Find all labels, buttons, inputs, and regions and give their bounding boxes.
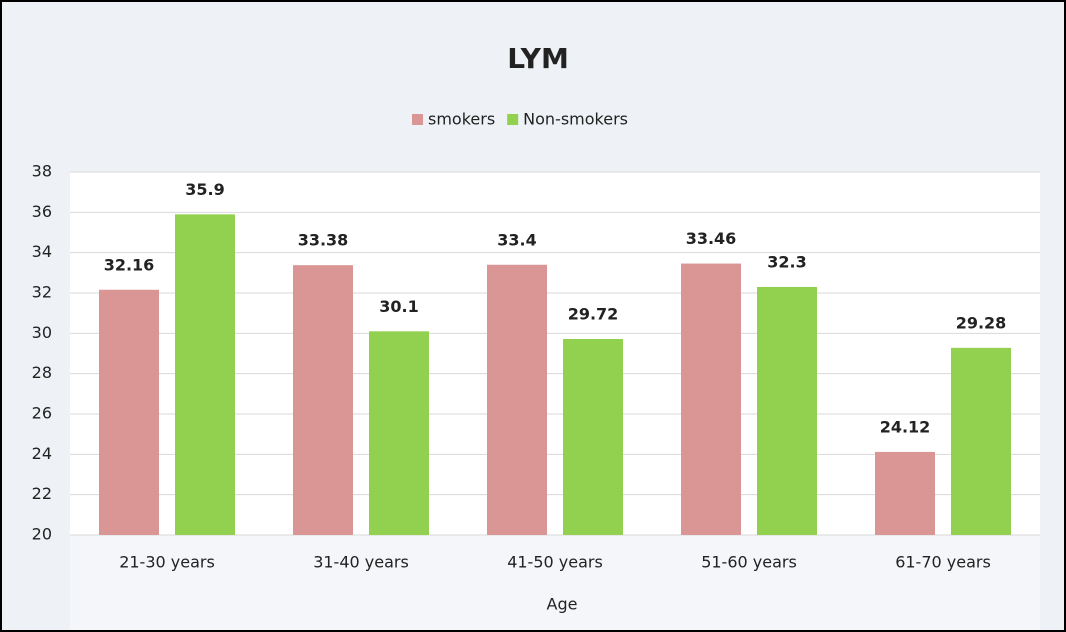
bar xyxy=(175,214,235,535)
data-label: 32.3 xyxy=(767,252,806,271)
data-label: 33.38 xyxy=(298,231,349,250)
bar xyxy=(293,265,353,535)
legend-label: Non-smokers xyxy=(523,110,628,129)
y-tick-label: 22 xyxy=(32,484,52,503)
y-tick-label: 30 xyxy=(32,323,52,342)
bar xyxy=(951,347,1011,535)
bar xyxy=(875,451,935,535)
x-tick-label: 41-50 years xyxy=(507,553,603,572)
x-tick-label: 61-70 years xyxy=(895,553,991,572)
y-tick-label: 28 xyxy=(32,363,52,382)
data-label: 29.72 xyxy=(568,304,619,323)
data-label: 29.28 xyxy=(956,313,1007,332)
y-tick-label: 38 xyxy=(32,162,52,181)
bar xyxy=(563,338,623,535)
data-label: 32.16 xyxy=(104,255,155,274)
bar xyxy=(681,263,741,535)
legend-swatch xyxy=(412,114,423,125)
x-tick-label: 21-30 years xyxy=(119,553,215,572)
data-label: 30.1 xyxy=(379,297,418,316)
data-label: 33.46 xyxy=(686,229,737,248)
y-tick-label: 20 xyxy=(32,525,52,544)
y-tick-label: 36 xyxy=(32,202,52,221)
legend-swatch xyxy=(507,114,519,125)
data-label: 35.9 xyxy=(185,180,224,199)
y-tick-label: 32 xyxy=(32,283,52,302)
y-tick-label: 34 xyxy=(32,242,52,261)
x-axis-label: Age xyxy=(547,595,578,614)
x-tick-label: 31-40 years xyxy=(313,553,409,572)
legend-label: smokers xyxy=(428,110,495,129)
bar xyxy=(757,286,817,535)
y-tick-label: 26 xyxy=(32,404,52,423)
data-label: 24.12 xyxy=(880,417,931,436)
x-tick-label: 51-60 years xyxy=(701,553,797,572)
y-tick-label: 24 xyxy=(32,444,52,463)
data-label: 33.4 xyxy=(497,230,536,249)
bar xyxy=(369,331,429,535)
bar xyxy=(99,289,159,535)
axis-band xyxy=(70,535,1040,630)
bar xyxy=(487,264,547,535)
chart-title: LYM xyxy=(507,42,569,75)
